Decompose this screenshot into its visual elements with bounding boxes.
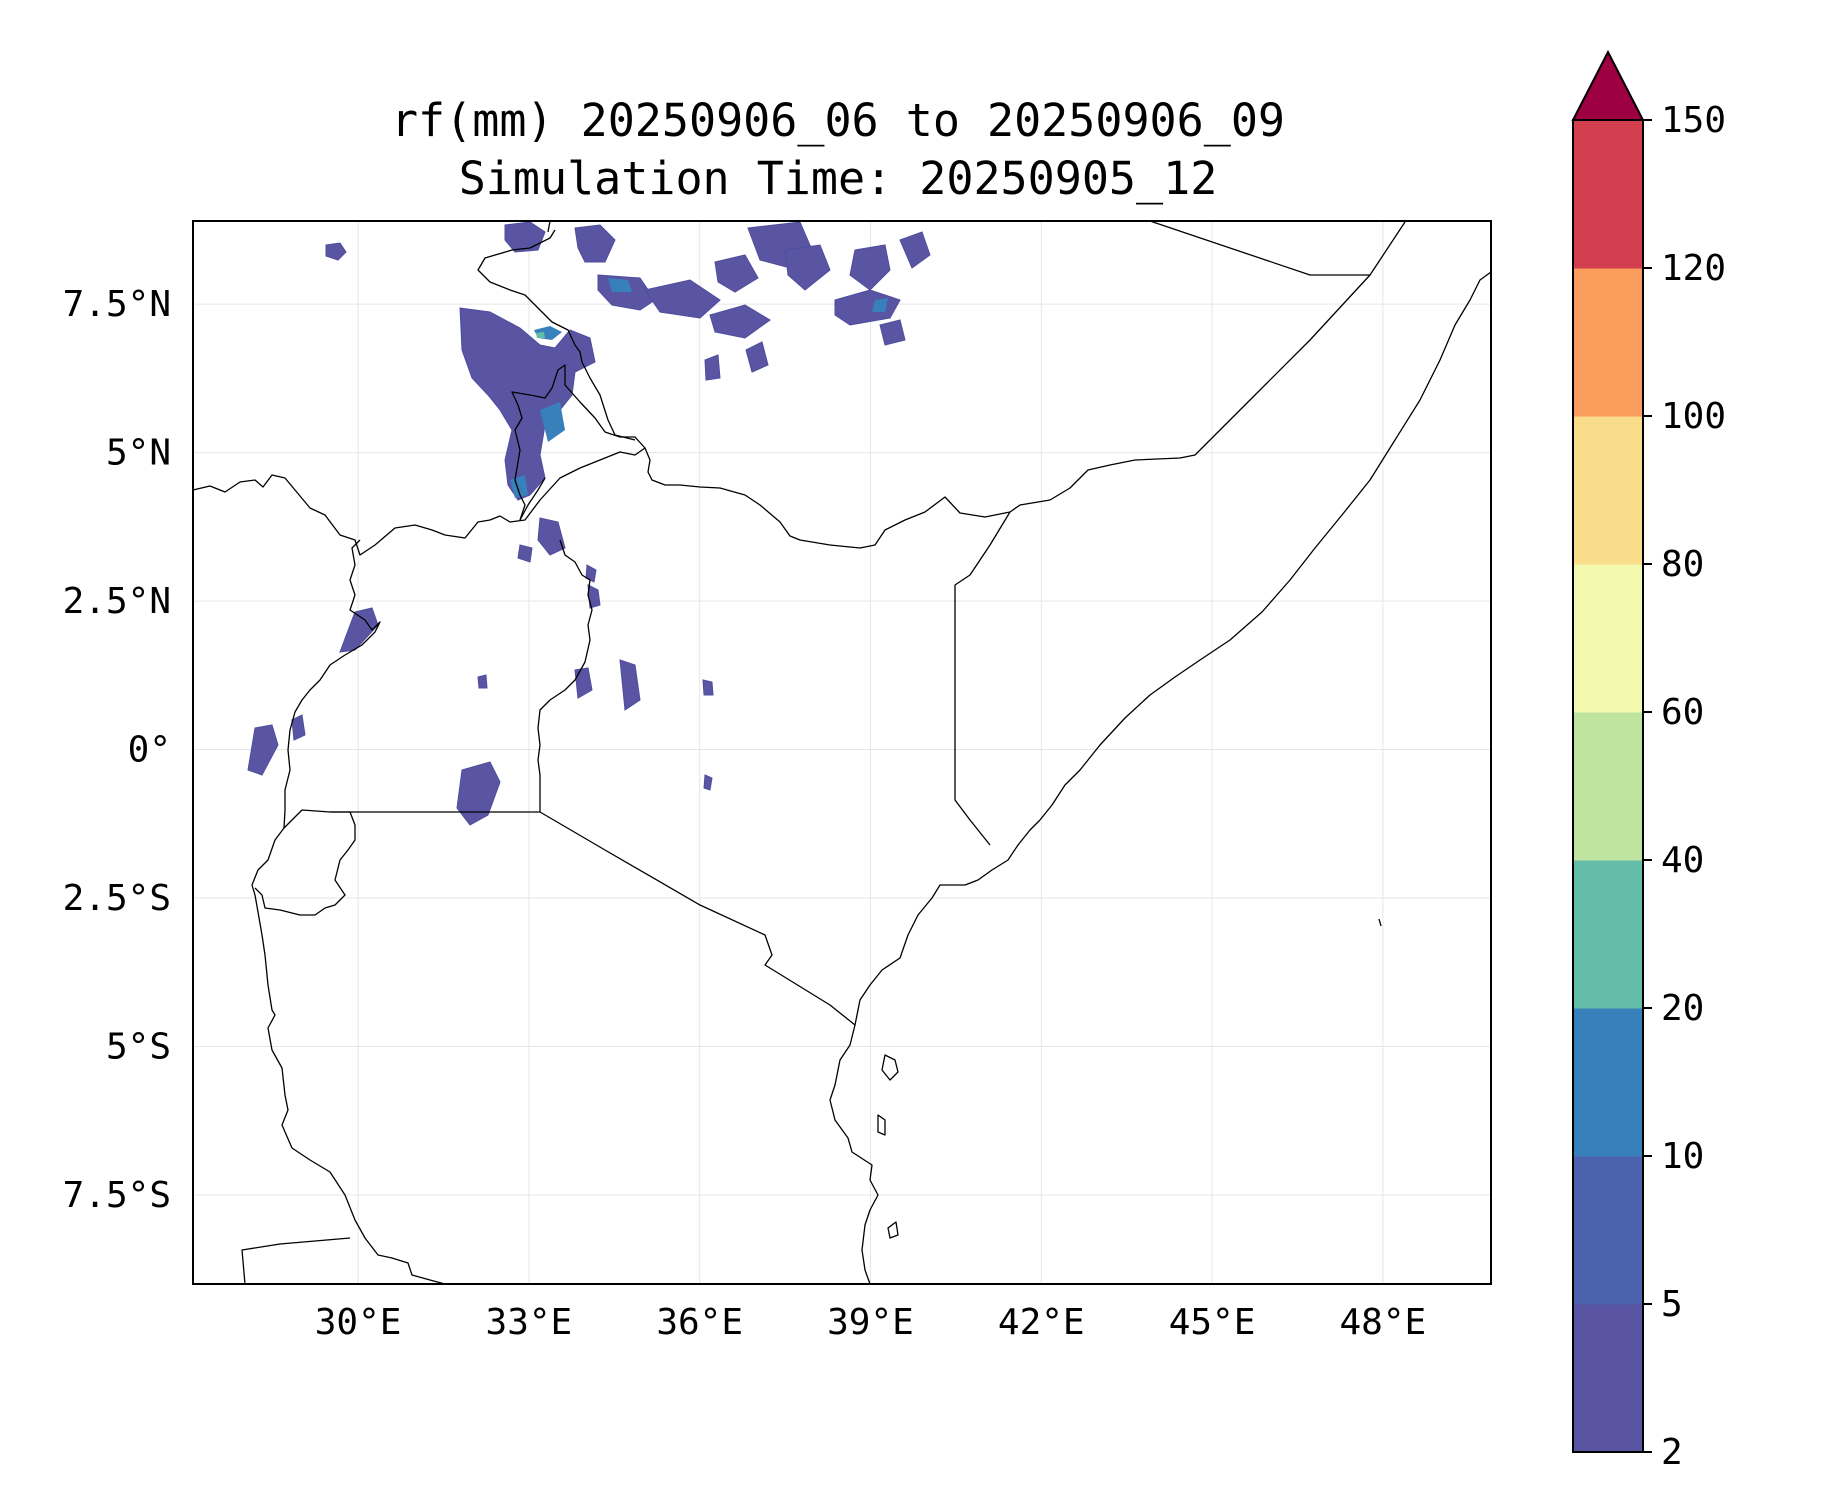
colorbar-frame bbox=[1572, 119, 1644, 1453]
map-frame bbox=[192, 220, 1492, 1285]
rain-patch bbox=[709, 304, 771, 339]
x-tick-label: 36°E bbox=[656, 1302, 743, 1343]
rain-patch bbox=[644, 279, 721, 319]
x-tick-label: 42°E bbox=[998, 1302, 1085, 1343]
rain-patch bbox=[585, 564, 597, 583]
colorbar-tick-label: 150 bbox=[1661, 100, 1726, 141]
rain-patch bbox=[537, 517, 566, 556]
rain-patch bbox=[477, 674, 488, 689]
colorbar-block bbox=[1573, 416, 1643, 565]
x-tick-label: 30°E bbox=[315, 1302, 402, 1343]
rain-core bbox=[608, 278, 632, 292]
colorbar-block bbox=[1573, 120, 1643, 269]
colorbar-tick-label: 20 bbox=[1661, 988, 1704, 1029]
rain-patch bbox=[703, 774, 713, 791]
rain-core bbox=[536, 332, 545, 338]
gridlines bbox=[193, 221, 1491, 1284]
rain-patch bbox=[459, 307, 596, 501]
y-tick-label: 5°N bbox=[106, 433, 171, 474]
colorbar-tick-label: 80 bbox=[1661, 544, 1704, 585]
y-tick-label: 7.5°S bbox=[63, 1175, 171, 1216]
rain-patch bbox=[339, 607, 379, 653]
x-tick-label: 45°E bbox=[1169, 1302, 1256, 1343]
rain-patch bbox=[745, 341, 769, 373]
map-background bbox=[193, 221, 1491, 1284]
colorbar-block bbox=[1573, 1008, 1643, 1157]
rain-patch bbox=[619, 659, 641, 711]
y-tick-label: 2.5°S bbox=[63, 878, 171, 919]
map-panel: 30°E 33°E 36°E 39°E 42°E 45°E 48°E 7.5°N 5°N 2.5… bbox=[63, 220, 1492, 1343]
colorbar-tick-label: 100 bbox=[1661, 396, 1726, 437]
rain-patch bbox=[714, 254, 759, 293]
colorbar-extend-max bbox=[1571, 49, 1645, 121]
chart-title-line2: Simulation Time: 20250905_12 bbox=[459, 152, 1218, 205]
rain-patch bbox=[247, 724, 279, 776]
colorbar-tick-label: 10 bbox=[1661, 1136, 1704, 1177]
rain-patch bbox=[879, 319, 906, 346]
colorbar-block bbox=[1573, 564, 1643, 713]
rain-patch bbox=[849, 244, 891, 291]
rain-patch bbox=[456, 761, 501, 826]
colorbar-block bbox=[1573, 268, 1643, 417]
x-tick-label: 33°E bbox=[486, 1302, 573, 1343]
y-tick-label: 2.5°N bbox=[63, 581, 171, 622]
colorbar-tick-label: 60 bbox=[1661, 692, 1704, 733]
rain-patch bbox=[899, 231, 931, 269]
colorbar-tick-label: 120 bbox=[1661, 248, 1726, 289]
x-tick-label: 48°E bbox=[1339, 1302, 1426, 1343]
rain-patch bbox=[517, 544, 533, 563]
colorbar-block bbox=[1573, 860, 1643, 1009]
colorbar-block bbox=[1573, 1304, 1643, 1453]
y-tick-label: 7.5°N bbox=[63, 284, 171, 325]
country-borders bbox=[192, 220, 1492, 1285]
rain-patch bbox=[784, 244, 831, 291]
x-tick-label: 39°E bbox=[827, 1302, 914, 1343]
rain-patch bbox=[291, 714, 306, 741]
rain-core bbox=[872, 298, 888, 312]
y-axis-ticks: 7.5°N 5°N 2.5°N 0° 2.5°S 5°S 7.5°S bbox=[63, 284, 171, 1216]
rain-patch bbox=[574, 224, 616, 263]
rain-core bbox=[510, 475, 528, 498]
colorbar-block bbox=[1573, 1156, 1643, 1305]
colorbar: 2 5 10 20 40 60 80 100 120 150 bbox=[1571, 49, 1726, 1473]
y-tick-label: 0° bbox=[128, 730, 171, 771]
rain-patch bbox=[574, 667, 593, 699]
chart-title-line1: rf(mm) 20250906_06 to 20250906_09 bbox=[391, 94, 1285, 147]
colorbar-block bbox=[1573, 712, 1643, 861]
rainfall-field bbox=[247, 221, 931, 826]
y-tick-label: 5°S bbox=[106, 1026, 171, 1067]
colorbar-tick-label: 5 bbox=[1661, 1284, 1683, 1325]
rain-patch bbox=[325, 242, 347, 261]
colorbar-tick-label: 2 bbox=[1661, 1432, 1683, 1473]
rain-patch bbox=[702, 679, 714, 696]
colorbar-tick-label: 40 bbox=[1661, 840, 1704, 881]
x-axis-ticks: 30°E 33°E 36°E 39°E 42°E 45°E 48°E bbox=[315, 1302, 1426, 1343]
rain-core bbox=[540, 402, 565, 442]
rain-patch bbox=[704, 354, 721, 381]
